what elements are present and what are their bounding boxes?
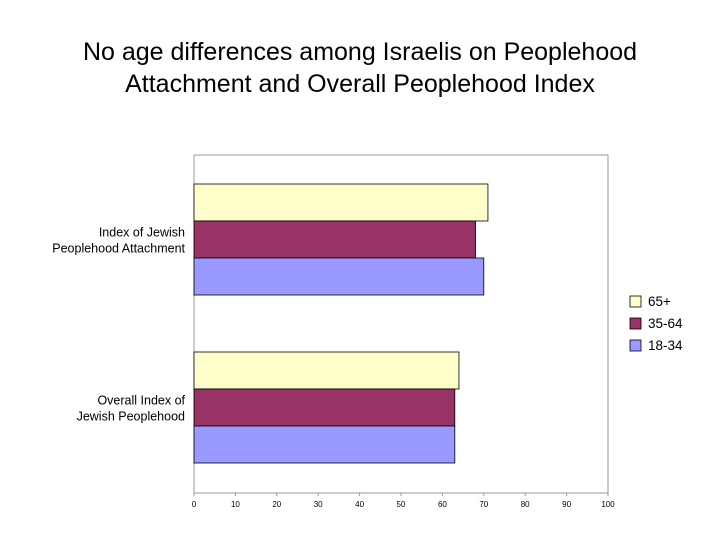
x-axis-ticks: 0 10 20 30 40 50 60 70 80 90 100 xyxy=(192,493,615,509)
x-tick-label: 30 xyxy=(314,500,323,509)
chart-title: No age differences among Israelis on Peo… xyxy=(0,36,720,100)
x-tick-label: 20 xyxy=(272,500,281,509)
x-tick-label: 10 xyxy=(231,500,240,509)
x-tick-label: 0 xyxy=(192,500,197,509)
bar-65+-category-2 xyxy=(193,351,460,390)
bar-18-34-category-2 xyxy=(193,425,456,464)
x-tick-label: 50 xyxy=(397,500,406,509)
legend-label-18-34: 18-34 xyxy=(648,338,683,353)
legend-swatch-65+ xyxy=(629,295,642,308)
legend-swatch-18-34 xyxy=(629,339,642,352)
category-label-1: Index of Jewish Peoplehood Attachment xyxy=(52,226,185,256)
chart-title-line-2: Attachment and Overall Peoplehood Index xyxy=(125,70,595,98)
bar-18-34-category-1 xyxy=(193,257,485,296)
chart-title-line-1: No age differences among Israelis on Peo… xyxy=(82,38,638,66)
x-tick-label: 100 xyxy=(601,500,615,509)
category-label-2: Overall Index of Jewish Peoplehood xyxy=(77,394,186,424)
category-labels: Index of Jewish Peoplehood Attachment Over… xyxy=(52,226,185,424)
legend-label-65+: 65+ xyxy=(648,294,671,309)
category-label-line-2: Peoplehood Attachment xyxy=(52,242,185,256)
category-label-line-1: Overall Index of xyxy=(97,394,185,408)
bar-35-64-category-1 xyxy=(193,220,476,259)
bar-65+-category-1 xyxy=(193,183,489,222)
x-tick-label: 80 xyxy=(521,500,530,509)
bar-35-64-category-2 xyxy=(193,388,456,427)
x-tick-label: 60 xyxy=(438,500,447,509)
bars-group xyxy=(193,183,489,464)
x-tick-label: 90 xyxy=(562,500,571,509)
category-label-line-2: Jewish Peoplehood xyxy=(77,410,185,424)
legend: 65+ 35-64 18-34 xyxy=(629,294,683,353)
x-tick-label: 40 xyxy=(355,500,364,509)
legend-swatch-35-64 xyxy=(629,317,642,330)
category-label-line-1: Index of Jewish xyxy=(99,226,185,240)
x-tick-label: 70 xyxy=(479,500,488,509)
legend-label-35-64: 35-64 xyxy=(648,316,683,331)
